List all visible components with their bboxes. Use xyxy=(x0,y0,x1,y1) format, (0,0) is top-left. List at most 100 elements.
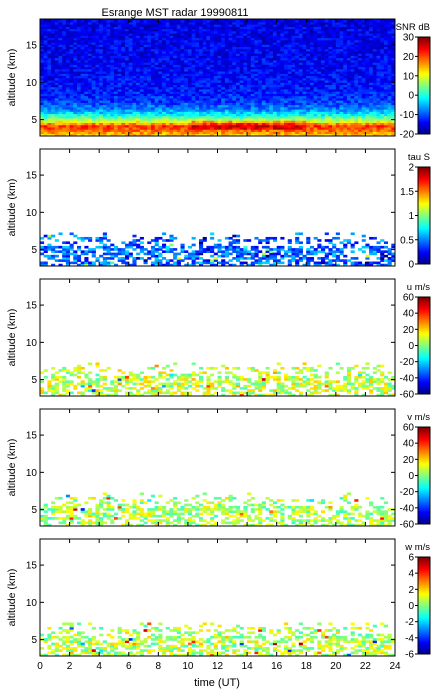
heatmap-cell xyxy=(269,106,274,110)
heatmap-cell xyxy=(43,82,48,85)
heatmap-cell xyxy=(51,35,56,39)
heatmap-cell xyxy=(169,109,174,112)
heatmap-cell xyxy=(313,68,318,72)
heatmap-cell xyxy=(173,35,178,39)
heatmap-cell xyxy=(272,55,278,59)
heatmap-cell xyxy=(102,124,107,128)
heatmap-cell xyxy=(291,104,296,108)
heatmap-cell xyxy=(369,111,374,115)
heatmap-cell xyxy=(158,51,163,54)
heatmap-cell xyxy=(76,111,82,115)
heatmap-cell xyxy=(150,21,156,25)
heatmap-cell xyxy=(369,42,374,45)
heatmap-cell xyxy=(313,93,318,97)
heatmap-cell xyxy=(80,46,85,50)
heatmap-cell xyxy=(224,46,229,50)
heatmap-cell xyxy=(58,129,63,132)
heatmap-cell xyxy=(224,62,229,65)
heatmap-cell xyxy=(54,77,59,81)
heatmap-cell xyxy=(76,66,82,70)
heatmap-cell xyxy=(272,89,278,92)
heatmap-cell xyxy=(84,127,89,130)
heatmap-cell xyxy=(132,95,137,99)
heatmap-cell xyxy=(369,91,374,94)
heatmap-cell xyxy=(302,106,307,110)
heatmap-cell xyxy=(199,28,204,32)
heatmap-cell xyxy=(295,124,300,128)
heatmap-cell xyxy=(132,26,137,30)
heatmap-cell xyxy=(361,57,366,61)
heatmap-cell xyxy=(372,68,377,72)
heatmap-cell xyxy=(276,64,281,68)
heatmap-cell xyxy=(95,62,100,65)
heatmap-cell xyxy=(313,44,318,47)
heatmap-cell xyxy=(162,28,167,32)
heatmap-cell xyxy=(206,44,211,47)
heatmap-cell xyxy=(195,35,200,39)
heatmap-cell xyxy=(128,62,133,65)
heatmap-cell xyxy=(258,115,263,119)
heatmap-cell xyxy=(369,127,374,130)
heatmap-cell xyxy=(335,97,340,101)
heatmap-cell xyxy=(202,104,207,108)
heatmap-cell xyxy=(128,100,133,103)
heatmap-cell xyxy=(321,111,326,115)
heatmap-cell xyxy=(80,133,85,137)
heatmap-cell xyxy=(309,64,315,68)
heatmap-cell xyxy=(154,118,159,121)
heatmap-cell xyxy=(221,73,226,77)
heatmap-cell xyxy=(243,113,248,117)
heatmap-cell xyxy=(202,42,207,45)
heatmap-cell xyxy=(187,35,193,39)
heatmap-cell xyxy=(47,35,52,39)
heatmap-cell xyxy=(309,30,315,34)
heatmap-cell xyxy=(228,71,233,74)
heatmap-cell xyxy=(358,82,363,85)
heatmap-cell xyxy=(202,86,207,90)
heatmap-cell xyxy=(372,66,377,70)
heatmap-cell xyxy=(147,102,152,106)
heatmap-cell xyxy=(254,122,259,126)
heatmap-cell xyxy=(106,46,111,50)
heatmap-cell xyxy=(302,84,307,88)
heatmap-cell xyxy=(73,97,78,101)
heatmap-cell xyxy=(58,21,63,25)
heatmap-cell xyxy=(150,93,156,97)
heatmap-cell xyxy=(228,28,233,32)
heatmap-cell xyxy=(113,118,119,121)
heatmap-cell xyxy=(51,37,56,41)
heatmap-cell xyxy=(232,127,237,130)
heatmap-cell xyxy=(309,33,315,36)
heatmap-cell xyxy=(169,89,174,92)
heatmap-cell xyxy=(110,122,115,126)
heatmap-cell xyxy=(276,109,281,112)
heatmap-cell xyxy=(84,86,89,90)
heatmap-cell xyxy=(43,37,48,41)
heatmap-cell xyxy=(99,122,104,126)
heatmap-cell xyxy=(184,39,189,43)
heatmap-cell xyxy=(332,97,337,101)
heatmap-cell xyxy=(376,28,381,32)
heatmap-cell xyxy=(62,37,67,41)
heatmap-cell xyxy=(54,44,59,47)
heatmap-cell xyxy=(250,57,255,61)
heatmap-cell xyxy=(51,44,56,47)
heatmap-cell xyxy=(239,91,244,94)
heatmap-cell xyxy=(132,39,137,43)
heatmap-cell xyxy=(202,62,207,65)
heatmap-cell xyxy=(365,127,370,130)
heatmap-cell xyxy=(173,97,178,101)
heatmap-cell xyxy=(110,33,115,36)
heatmap-cell xyxy=(324,91,329,94)
heatmap-cell xyxy=(65,75,70,79)
heatmap-cell xyxy=(383,95,389,99)
heatmap-cell xyxy=(372,84,377,88)
heatmap-cell xyxy=(250,53,255,56)
heatmap-cell xyxy=(202,80,207,83)
heatmap-cell xyxy=(354,97,359,101)
heatmap-cell xyxy=(165,42,170,45)
heatmap-cell xyxy=(228,64,233,68)
heatmap-cell xyxy=(158,35,163,39)
heatmap-cell xyxy=(369,59,374,63)
heatmap-cell xyxy=(143,82,148,85)
